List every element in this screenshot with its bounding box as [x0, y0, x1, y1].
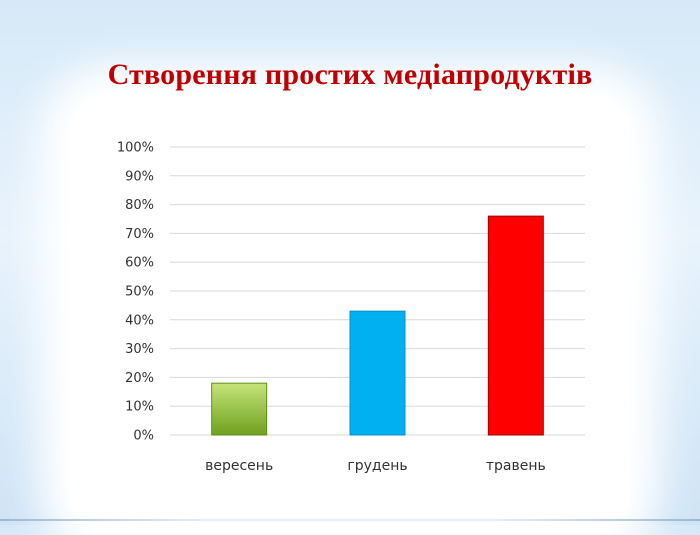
y-axis-ticks: 0% 10% 20% 30% 40% 50% 60% 70% 80% 90% 100%: [117, 141, 154, 444]
y-tick-label: 70%: [125, 227, 154, 242]
bar-2: [349, 310, 406, 436]
slide-bottom-line: [0, 519, 700, 521]
y-tick-label: 0%: [133, 429, 154, 444]
y-tick-label: 90%: [125, 169, 154, 184]
y-tick-label: 50%: [125, 285, 154, 300]
x-axis-labels: вересень грудень травень: [205, 458, 546, 474]
bars: [211, 215, 544, 436]
y-tick-label: 30%: [125, 342, 154, 357]
x-category-label: грудень: [347, 458, 407, 474]
y-tick-label: 60%: [125, 256, 154, 271]
x-category-label: травень: [486, 458, 546, 474]
y-tick-label: 20%: [125, 371, 154, 386]
y-tick-label: 40%: [125, 313, 154, 328]
y-tick-label: 80%: [125, 198, 154, 213]
slide-title: Створення простих медіапродуктів: [107, 58, 593, 91]
y-tick-label: 100%: [117, 141, 154, 156]
bar-1: [211, 382, 268, 436]
bar-3: [487, 215, 544, 436]
y-tick-label: 10%: [125, 400, 154, 415]
x-category-label: вересень: [205, 458, 273, 474]
